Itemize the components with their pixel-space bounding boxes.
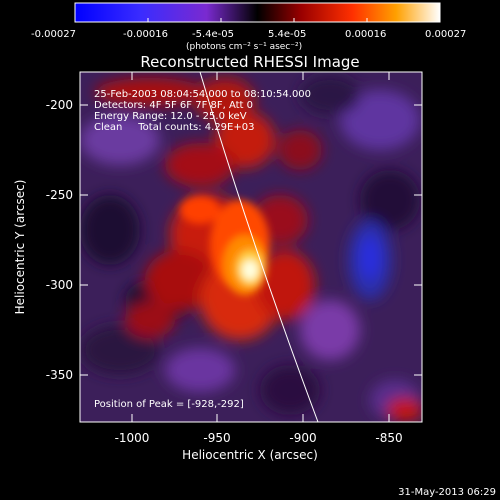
info-line: Clean Total counts: 4.29E+03: [94, 122, 254, 133]
image-area: [80, 72, 422, 422]
y-axis-label: Heliocentric Y (arcsec): [13, 180, 27, 315]
y-tick-label: -200: [46, 98, 73, 112]
y-tick-label: -300: [46, 278, 73, 292]
y-tick-label: -250: [46, 188, 73, 202]
colorbar-tick-label: -0.00027: [31, 29, 76, 40]
x-tick-label: -1000: [115, 431, 150, 445]
colorbar-unit-label: (photons cm⁻² s⁻¹ asec⁻²): [186, 42, 302, 52]
footer-timestamp: 31-May-2013 06:29: [398, 487, 496, 498]
peak-position-label: Position of Peak = [-928,-292]: [94, 399, 244, 410]
x-tick-label: -900: [289, 431, 316, 445]
x-axis-label: Heliocentric X (arcsec): [182, 448, 318, 462]
info-line: Detectors: 4F 5F 6F 7F 8F, Att 0: [94, 100, 253, 111]
colorbar-gradient: [74, 2, 441, 23]
info-line: Energy Range: 12.0 - 25.0 keV: [94, 111, 247, 122]
plot-frame: [79, 71, 423, 423]
x-tick-label: -850: [375, 431, 402, 445]
colorbar: -0.00027 -0.00016 -5.4e-05 5.4e-05 0.000…: [31, 2, 466, 52]
colorbar-tick-label: -0.00016: [123, 29, 168, 40]
solar-limb-line: [199, 72, 319, 422]
observation-info: 25-Feb-2003 08:04:54.000 to 08:10:54.000…: [94, 89, 311, 133]
colorbar-ticks: [74, 18, 441, 22]
plot-title: Reconstructed RHESSI Image: [140, 53, 359, 71]
colorbar-tick-label: 0.00016: [345, 29, 386, 40]
colorbar-tick-label: -5.4e-05: [192, 29, 234, 40]
y-tick-label: -350: [46, 368, 73, 382]
axis-ticks: [80, 72, 422, 422]
x-tick-label: -950: [203, 431, 230, 445]
info-line: 25-Feb-2003 08:04:54.000 to 08:10:54.000: [94, 89, 311, 100]
colorbar-tick-label: 0.00027: [425, 29, 466, 40]
colorbar-tick-label: 5.4e-05: [268, 29, 306, 40]
